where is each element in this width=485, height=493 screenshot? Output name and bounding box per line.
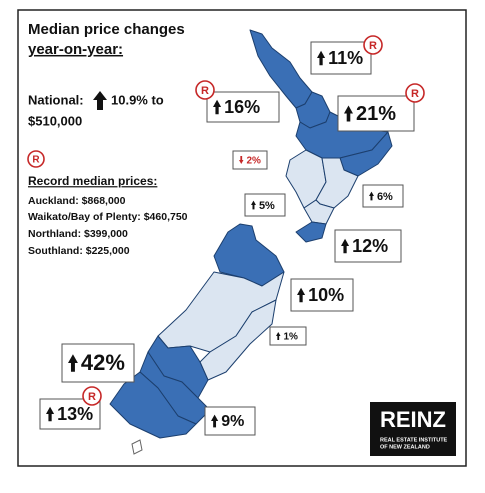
title-line: year-on-year:	[28, 41, 123, 58]
callout-text: 16%	[224, 97, 260, 117]
up-arrow	[46, 406, 55, 422]
callout-box	[244, 193, 286, 217]
title-line: Median price changes	[28, 21, 185, 38]
canterbury	[199, 299, 277, 381]
record-badge-text: R	[32, 155, 40, 166]
hawkes-bay	[315, 157, 359, 209]
record-badge	[363, 35, 383, 55]
up-arrow	[213, 99, 222, 115]
callout-text: 6%	[377, 191, 393, 203]
callout-text: 11%	[328, 48, 363, 68]
record-badge-text: R	[201, 85, 209, 97]
national-change: 10.9% to	[111, 92, 164, 107]
up-arrow	[68, 354, 78, 372]
callout-text: 13%	[57, 404, 93, 424]
up-arrow	[344, 105, 353, 122]
callout-text: 42%	[81, 350, 125, 375]
logo-name: REINZ	[380, 407, 446, 432]
stewart-island	[131, 439, 143, 455]
wellington	[295, 221, 327, 243]
record-badge-text: R	[369, 40, 377, 52]
record-badge	[195, 80, 215, 100]
record-price: Auckland: $868,000	[28, 195, 126, 207]
record-price: Southland: $225,000	[28, 245, 130, 257]
record-price: Northland: $399,000	[28, 228, 128, 240]
up-arrow	[211, 414, 219, 428]
callout-text: 2%	[247, 156, 262, 167]
record-heading: Record median prices:	[28, 174, 157, 188]
record-badge	[82, 386, 102, 406]
down-arrow	[239, 156, 244, 164]
logo-line: OF NEW ZEALAND	[380, 444, 430, 450]
record-badge-text: R	[88, 391, 96, 403]
callout-box	[232, 150, 268, 170]
record-badge-text: R	[411, 88, 419, 100]
map	[109, 29, 393, 455]
callout-text: 12%	[352, 236, 388, 256]
callout-text: 10%	[308, 285, 344, 305]
national-label: National:	[28, 92, 84, 107]
callout-box	[310, 41, 372, 75]
up-arrow	[369, 191, 374, 201]
record-price: Waikato/Bay of Plenty: $460,750	[28, 211, 188, 223]
up-arrow	[276, 332, 281, 340]
callout-text: 9%	[221, 413, 244, 430]
national-price: $510,000	[28, 113, 82, 128]
callout-text: 1%	[284, 332, 299, 343]
up-arrow	[317, 50, 326, 66]
up-arrow	[341, 238, 350, 254]
up-arrow	[251, 200, 256, 210]
callout-text: 21%	[356, 103, 396, 125]
up-arrow	[93, 91, 107, 110]
up-arrow	[297, 287, 306, 303]
callouts: 11%R16%R21%R2%6%5%12%10%1%42%13%R9%	[39, 35, 425, 436]
southland	[109, 371, 197, 439]
callout-text: 5%	[259, 200, 275, 212]
callout-box	[269, 326, 307, 346]
record-badge	[405, 83, 425, 103]
record-badge	[27, 150, 45, 168]
callout-box	[362, 184, 404, 208]
logo	[370, 402, 456, 456]
logo-line: REAL ESTATE INSTITUTE	[380, 437, 448, 443]
